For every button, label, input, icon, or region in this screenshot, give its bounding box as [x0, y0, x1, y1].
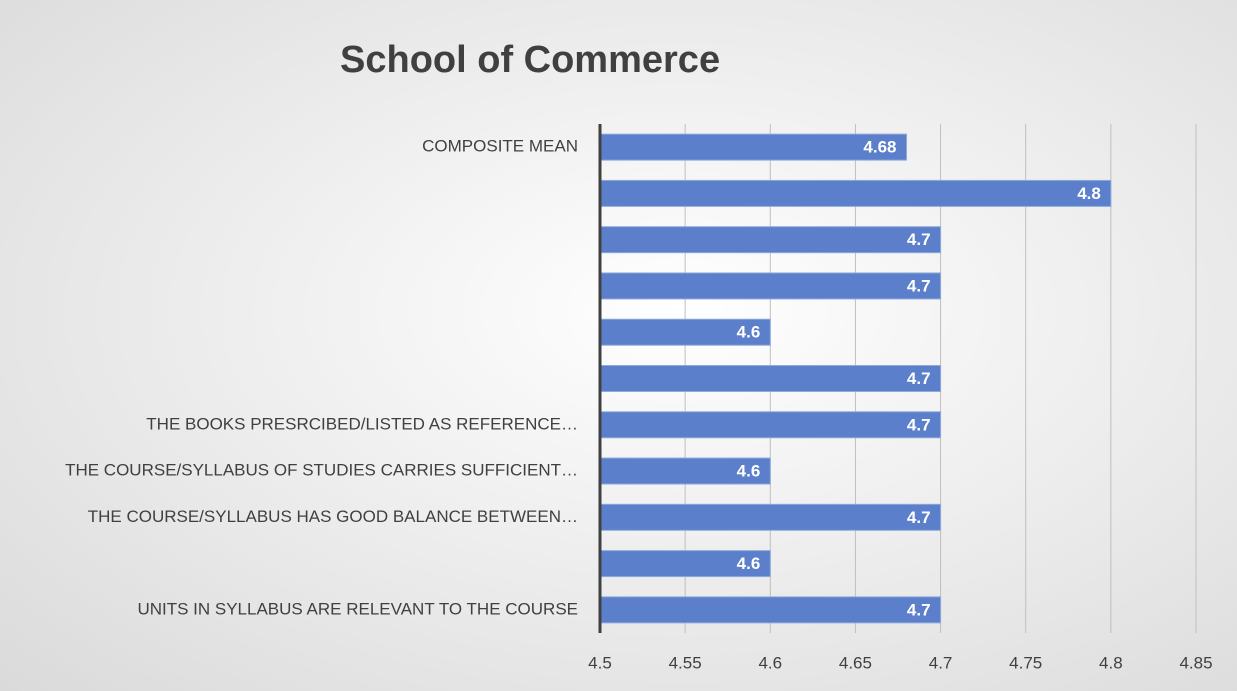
x-tick-label: 4.6: [758, 653, 782, 672]
bar: [599, 318, 771, 346]
x-tick-label: 4.65: [839, 653, 872, 672]
data-label: 4.7: [907, 508, 931, 527]
bar: [599, 365, 942, 392]
bar: [599, 226, 942, 254]
bar: [599, 411, 942, 439]
bar: [599, 179, 1112, 207]
x-tick-label: 4.85: [1179, 653, 1212, 672]
x-tick-label: 4.8: [1099, 653, 1123, 672]
x-tick-label: 4.7: [929, 653, 953, 672]
data-label: 4.7: [907, 415, 931, 434]
y-tick-label: THE COURSE/SYLLABUS HAS GOOD BALANCE BET…: [88, 507, 578, 526]
bar: [599, 272, 942, 300]
data-label: 4.8: [1077, 184, 1101, 203]
data-label: 4.6: [737, 323, 761, 342]
data-label: 4.68: [863, 138, 896, 157]
bar: [599, 503, 942, 531]
x-tick-label: 4.55: [669, 653, 702, 672]
bar: [599, 457, 771, 485]
x-tick-label: 4.5: [588, 653, 612, 672]
data-label: 4.7: [907, 230, 931, 249]
data-label: 4.7: [907, 276, 931, 295]
y-tick-label: THE COURSE/SYLLABUS OF STUDIES CARRIES S…: [65, 461, 578, 480]
y-tick-label: COMPOSITE MEAN: [422, 137, 578, 156]
data-label: 4.6: [737, 554, 761, 573]
chart-title: School of Commerce: [340, 39, 720, 81]
x-tick-label: 4.75: [1009, 653, 1042, 672]
data-label: 4.7: [907, 600, 931, 619]
data-label: 4.7: [907, 369, 931, 388]
data-label: 4.6: [737, 462, 761, 481]
bar: [599, 596, 942, 624]
bar: [599, 133, 908, 161]
y-tick-label: UNITS IN SYLLABUS ARE RELEVANT TO THE CO…: [137, 599, 578, 618]
y-tick-label: THE BOOKS PRESRCIBED/LISTED AS REFERENCE…: [146, 414, 578, 433]
